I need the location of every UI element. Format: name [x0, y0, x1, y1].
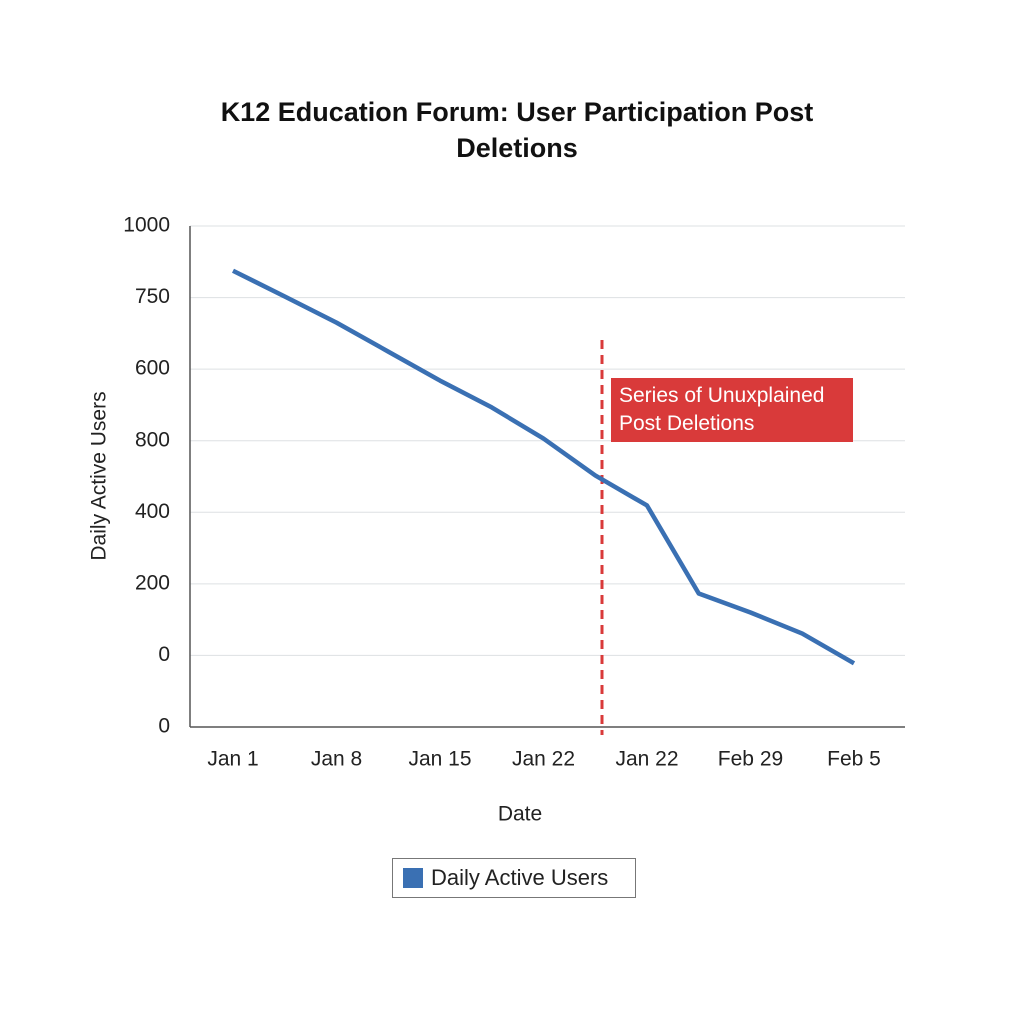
y-tick-label: 750	[135, 285, 170, 308]
x-tick-label: Feb 29	[718, 748, 783, 771]
legend-label: Daily Active Users	[431, 865, 609, 890]
y-tick-label: 1000	[123, 214, 170, 237]
x-tick-label: Feb 5	[827, 748, 881, 771]
x-tick-label: Jan 1	[207, 748, 258, 771]
y-tick-label: 200	[135, 571, 170, 594]
x-axis-label: Date	[498, 803, 542, 826]
x-tick-label: Jan 22	[615, 748, 678, 771]
y-tick-label: 400	[135, 500, 170, 523]
legend-swatch	[403, 868, 423, 888]
y-tick-label: 0	[158, 643, 170, 666]
x-tick-label: Jan 15	[408, 748, 471, 771]
y-axis-label: Daily Active Users	[88, 391, 111, 560]
chart-title: K12 Education Forum: User Participation …	[220, 97, 814, 163]
y-tick-label: 800	[135, 428, 170, 451]
y-tick-label: 0	[158, 715, 170, 738]
line	[231, 268, 856, 666]
annotation: Series of Unuxplained Post Deletions	[611, 378, 853, 442]
y-tick-label: 600	[135, 357, 170, 380]
x-tick-label: Jan 8	[311, 748, 362, 771]
legend: Daily Active Users	[392, 858, 636, 898]
x-tick-label: Jan 22	[512, 748, 575, 771]
